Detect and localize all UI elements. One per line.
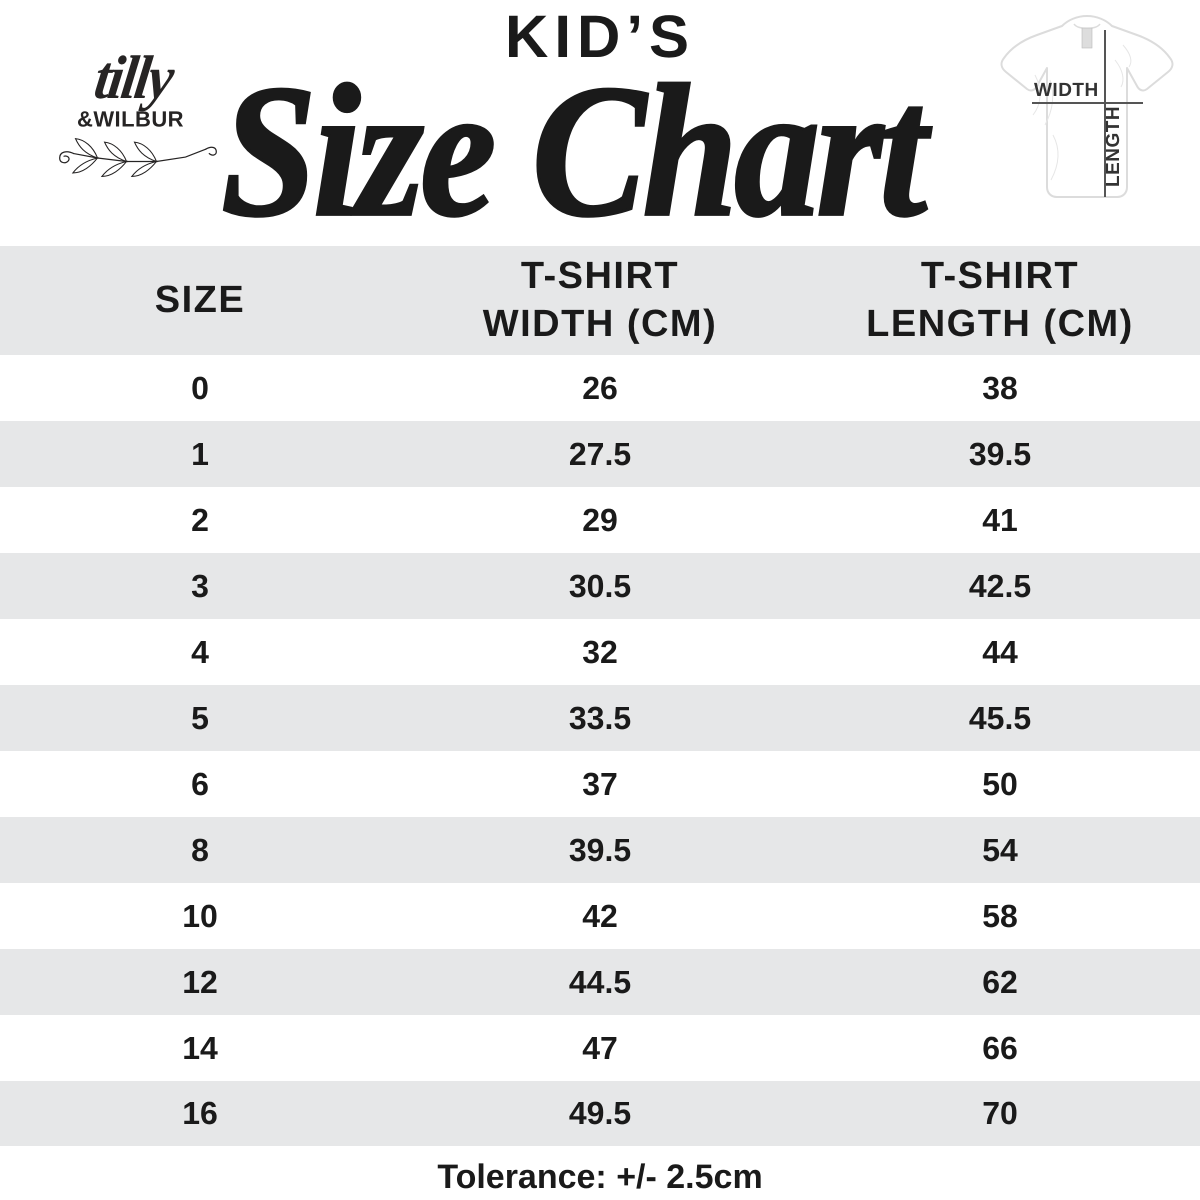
svg-text:WIDTH: WIDTH [1034, 80, 1099, 101]
svg-text:LENGTH: LENGTH [1103, 106, 1124, 187]
